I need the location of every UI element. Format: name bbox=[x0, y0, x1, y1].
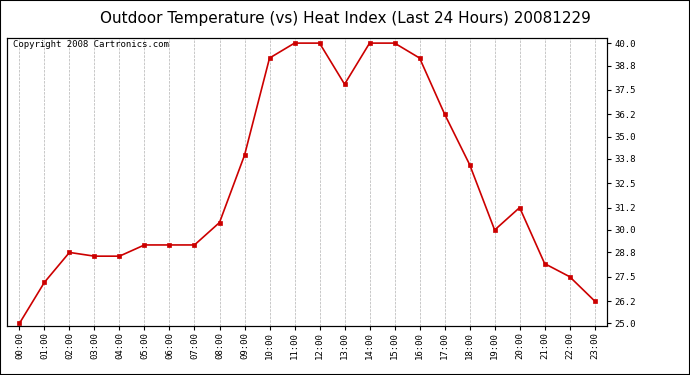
Text: Copyright 2008 Cartronics.com: Copyright 2008 Cartronics.com bbox=[13, 40, 169, 50]
Text: Outdoor Temperature (vs) Heat Index (Last 24 Hours) 20081229: Outdoor Temperature (vs) Heat Index (Las… bbox=[99, 11, 591, 26]
